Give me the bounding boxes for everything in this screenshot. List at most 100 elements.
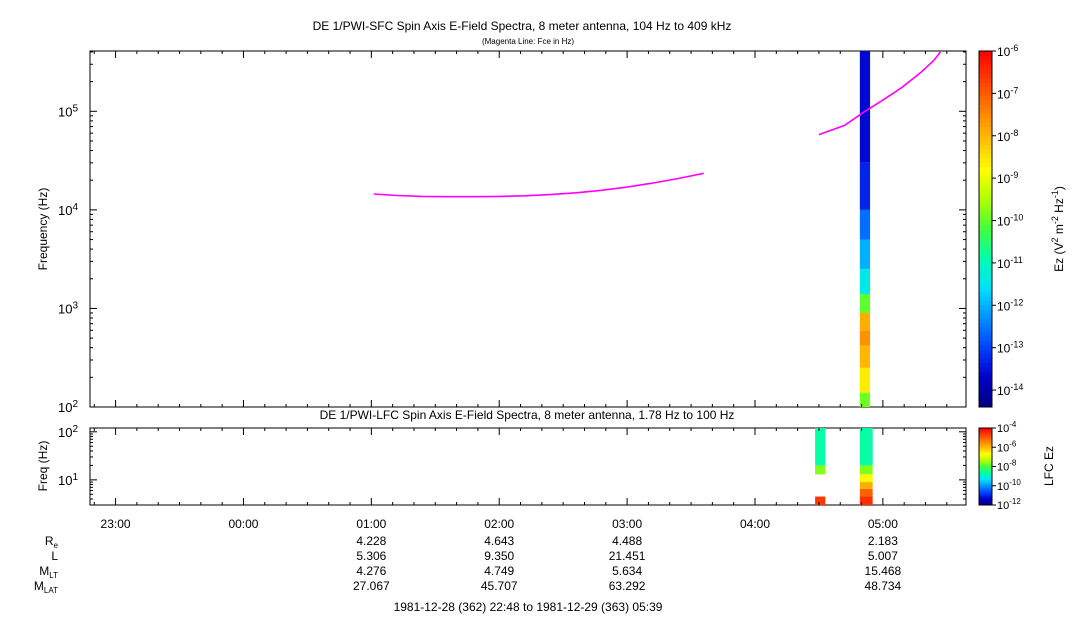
lfc-spectrum-cell (859, 482, 873, 489)
lfc-colorbar-segment (979, 466, 992, 469)
sfc-colorbar-segment (979, 309, 992, 315)
sfc-colorbar-segment (979, 380, 992, 386)
ephemeris-value: 15.468 (865, 564, 902, 578)
fce-magenta-line (373, 51, 942, 198)
lfc-colorbar-segment (979, 453, 992, 456)
sfc-colorbar-segment (979, 193, 992, 199)
sfc-colorbar-segment (979, 402, 992, 408)
lfc-colorbar-segment (979, 501, 992, 504)
ephemeris-value: 63.292 (609, 579, 646, 593)
lfc-spectrum-cell (859, 488, 873, 497)
sfc-spectrum-cell (859, 367, 871, 393)
lfc-spectrum-cell (815, 496, 826, 505)
sfc-colorbar-segment (979, 371, 992, 377)
sfc-colorbar-segment (979, 264, 992, 270)
sfc-colorbar-segment (979, 242, 992, 248)
sfc-y-axis: 102 103 104 105 (58, 51, 966, 415)
ephemeris-value: 9.350 (484, 549, 514, 563)
lfc-colorbar-segment (979, 449, 992, 452)
lfc-spectra-cells (815, 428, 873, 505)
lfc-y-tick-label: 101 (58, 472, 78, 488)
sfc-colorbar-tick-label: 10-10 (997, 213, 1023, 229)
sfc-spectrum-cell (859, 312, 871, 331)
ephemeris-value: 5.634 (612, 564, 642, 578)
sfc-spectrum-cell (859, 51, 871, 163)
ephemeris-value: 4.228 (356, 534, 386, 548)
ephemeris-value: 4.749 (484, 564, 514, 578)
sfc-colorbar-segment (979, 220, 992, 226)
lfc-colorbar-segment (979, 497, 992, 500)
lfc-panel-title: DE 1/PWI-LFC Spin Axis E-Field Spectra, … (320, 408, 735, 422)
sfc-colorbar-segment (979, 55, 992, 61)
sfc-colorbar-segment (979, 144, 992, 150)
lfc-plot-area (89, 427, 967, 506)
sfc-colorbar-tick-label: 10-14 (997, 382, 1023, 398)
sfc-colorbar-segment (979, 335, 992, 341)
lfc-colorbar-segment (979, 489, 992, 493)
lfc-colorbar-segment (979, 470, 992, 473)
lfc-colorbar-segment (979, 474, 992, 477)
sfc-colorbar-segment (979, 135, 992, 141)
lfc-y-tick-label: 102 (58, 424, 78, 440)
lfc-spectrum-cell (859, 428, 873, 466)
sfc-colorbar-tick-label: 10-13 (997, 340, 1023, 356)
time-tick-label: 23:00 (101, 517, 131, 531)
sfc-panel-title: DE 1/PWI-SFC Spin Axis E-Field Spectra, … (313, 19, 732, 33)
sfc-colorbar-tick-label: 10-9 (997, 170, 1018, 186)
sfc-spectrum-cell (859, 330, 871, 346)
sfc-spectrum-cell (859, 269, 871, 295)
time-tick-label: 05:00 (868, 517, 898, 531)
sfc-panel-subtitle: (Magenta Line: Fce in Hz) (482, 37, 574, 46)
sfc-colorbar-segment (979, 349, 992, 355)
sfc-colorbar-segment (979, 59, 992, 65)
ephemeris-row-label: L (51, 549, 58, 563)
sfc-colorbar-segment (979, 366, 992, 372)
sfc-y-axis-label: Frequency (Hz) (36, 188, 50, 271)
sfc-spectrum-cell (859, 162, 871, 210)
lfc-colorbar-segment (979, 468, 992, 471)
sfc-colorbar-segment (979, 188, 992, 194)
sfc-colorbar-segment (979, 358, 992, 363)
sfc-colorbar-segment (979, 104, 992, 110)
lfc-colorbar-segment (979, 433, 992, 437)
sfc-colorbar-segment (979, 122, 992, 128)
sfc-spectrum-cell (859, 392, 871, 407)
sfc-colorbar-segment (979, 211, 992, 217)
sfc-colorbar-segment (979, 251, 992, 257)
sfc-colorbar-segment (979, 269, 992, 274)
sfc-colorbar-segment (979, 117, 992, 123)
sfc-colorbar-segment (979, 175, 992, 181)
ephemeris-row-label: Re (45, 534, 59, 550)
sfc-colorbar-segment (979, 64, 992, 70)
sfc-colorbar-segment (979, 206, 992, 212)
sfc-colorbar-segment (979, 126, 992, 132)
sfc-colorbar-segment (979, 318, 992, 323)
sfc-colorbar-segment (979, 171, 992, 177)
time-range-label: 1981-12-28 (362) 22:48 to 1981-12-29 (36… (394, 600, 663, 614)
lfc-colorbar-segment (979, 458, 992, 462)
sfc-colorbar-segment (979, 197, 992, 203)
sfc-spectrum-cell (859, 239, 871, 270)
lfc-colorbar-segment (979, 485, 992, 489)
lfc-colorbar-segment (979, 437, 992, 441)
sfc-plot-area (89, 50, 967, 408)
sfc-colorbar-segment (979, 113, 992, 119)
lfc-colorbar-segment (979, 431, 992, 435)
sfc-colorbar-segment (979, 157, 992, 163)
sfc-colorbar-segment (979, 344, 992, 350)
sfc-colorbar-segment (979, 389, 992, 395)
sfc-colorbar-segment (979, 184, 992, 190)
time-tick-label: 02:00 (484, 517, 514, 531)
sfc-colorbar-segment (979, 384, 992, 390)
sfc-colorbar-tick-label: 10-6 (997, 43, 1018, 59)
lfc-spectrum-cell (859, 474, 873, 483)
sfc-colorbar-segment (979, 295, 992, 301)
sfc-colorbar-segment (979, 313, 992, 319)
lfc-colorbar-segment (979, 464, 992, 467)
sfc-colorbar-segment (979, 255, 992, 261)
lfc-colorbar-segment (979, 483, 992, 487)
sfc-y-tick-label: 105 (58, 103, 78, 119)
sfc-colorbar-segment (979, 393, 992, 399)
lfc-colorbar-label: LFC Ez (1042, 446, 1056, 486)
